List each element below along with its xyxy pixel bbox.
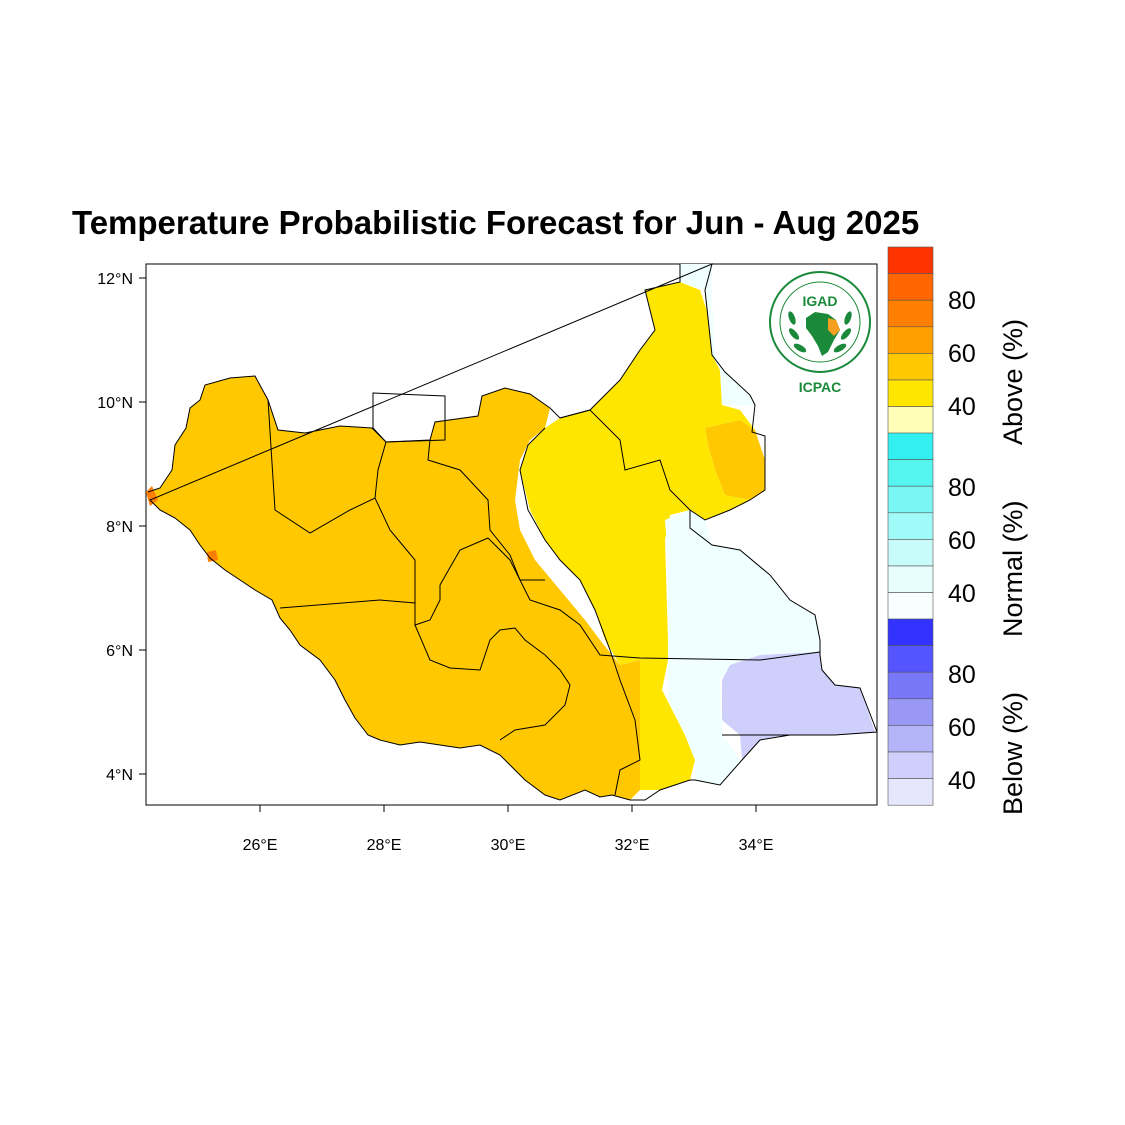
y-tick-label: 12°N — [97, 271, 133, 288]
normal-colorbar-swatch — [887, 432, 934, 460]
above-colorbar-swatch — [887, 326, 934, 354]
region-above-50-60-ne — [705, 420, 765, 500]
igad-region-icon — [828, 318, 840, 336]
below-label-60: 60 — [948, 714, 976, 742]
above-label-60: 60 — [948, 340, 976, 368]
y-tick-label: 8°N — [106, 519, 133, 536]
normal-colorbar-swatch — [887, 459, 934, 487]
igad-logo: IGAD ICPAC — [769, 271, 871, 395]
below-colorbar-swatch — [887, 698, 934, 726]
y-axis — [139, 277, 146, 775]
above-colorbar-swatch — [887, 299, 934, 328]
below-colorbar-swatch — [887, 618, 934, 646]
region-below-40-50 — [722, 652, 875, 760]
logo-igad-text: IGAD — [803, 293, 838, 309]
normal-colorbar-swatch — [887, 512, 934, 540]
normal-title: Normal (%) — [998, 500, 1028, 637]
x-tick-label: 32°E — [615, 837, 650, 854]
laurel-icon — [788, 311, 852, 353]
normal-colorbar-swatch — [887, 485, 934, 514]
y-tick-label: 10°N — [97, 395, 133, 412]
normal-colorbar-swatch — [887, 565, 934, 593]
region-above-60-70-sw — [207, 550, 218, 562]
x-tick-label: 34°E — [739, 837, 774, 854]
state-boundaries — [147, 263, 878, 801]
x-tick-label: 30°E — [491, 837, 526, 854]
x-tick-label: 26°E — [243, 837, 278, 854]
above-colorbar-swatch — [887, 379, 934, 407]
y-tick-label: 4°N — [106, 767, 133, 784]
above-label-40: 40 — [948, 393, 976, 421]
below-label-80: 80 — [948, 661, 976, 689]
below-title: Below (%) — [998, 692, 1028, 815]
region-normal-40-50 — [680, 264, 755, 405]
normal-label-60: 60 — [948, 527, 976, 555]
below-label-40: 40 — [948, 767, 976, 795]
above-label-80: 80 — [948, 287, 976, 315]
region-above-60-70-west — [146, 486, 158, 506]
above-colorbar-swatch — [887, 353, 934, 381]
below-colorbar-swatch — [887, 725, 934, 753]
x-tick-label: 28°E — [367, 837, 402, 854]
below-colorbar-swatch — [887, 778, 934, 806]
x-axis — [259, 805, 757, 812]
region-above-40-50 — [520, 282, 755, 790]
normal-label-80: 80 — [948, 474, 976, 502]
region-above-50-60 — [148, 376, 640, 800]
map-title: Temperature Probabilistic Forecast for J… — [72, 204, 920, 241]
above-colorbar-swatch — [887, 246, 934, 274]
above-colorbar-swatch — [887, 273, 934, 301]
logo-inner-ring — [779, 281, 861, 363]
normal-label-40: 40 — [948, 580, 976, 608]
colorbar — [887, 246, 934, 806]
below-colorbar-swatch — [887, 671, 934, 700]
region-normal-40-50-east — [665, 510, 820, 785]
below-colorbar-swatch — [887, 645, 934, 673]
logo-icpac-text: ICPAC — [799, 379, 842, 395]
y-tick-label: 6°N — [106, 643, 133, 660]
below-colorbar-swatch — [887, 751, 934, 779]
above-colorbar-swatch — [887, 406, 934, 434]
normal-colorbar-swatch — [887, 592, 934, 620]
above-title: Above (%) — [998, 319, 1028, 445]
normal-colorbar-swatch — [887, 539, 934, 567]
